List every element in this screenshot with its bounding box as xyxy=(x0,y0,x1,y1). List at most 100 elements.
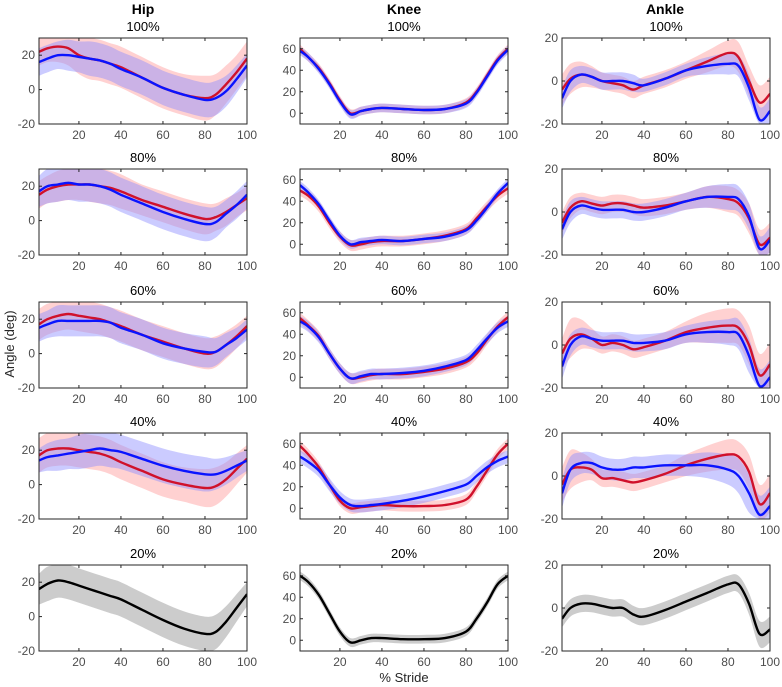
y-tick-label: 20 xyxy=(283,349,297,363)
panel-ankle-40: 40% 20 40 60 80 100 -20 0 20 xyxy=(541,414,781,537)
sd-band-blue xyxy=(300,450,508,513)
x-tick-label: 20 xyxy=(595,259,609,273)
y-tick-label: 0 xyxy=(289,370,296,384)
mean-line-black xyxy=(300,574,508,644)
y-tick-label: -20 xyxy=(18,644,36,658)
x-tick-label: 80 xyxy=(198,259,212,273)
mean-line-blue xyxy=(300,48,508,116)
x-tick-label: 80 xyxy=(721,259,735,273)
x-tick-label: 40 xyxy=(114,128,128,142)
x-tick-label: 100 xyxy=(760,259,780,273)
panel-ankle-60: 60% 20 40 60 80 100 -20 0 20 xyxy=(541,283,781,406)
mean-line-red xyxy=(39,183,247,221)
x-tick-label: 100 xyxy=(760,392,780,406)
plot-area xyxy=(300,571,508,648)
mean-line-black xyxy=(562,581,770,637)
x-tick-label: 80 xyxy=(198,128,212,142)
x-tick-label: 40 xyxy=(375,655,389,669)
x-tick-label: 20 xyxy=(333,523,347,537)
mean-line-red xyxy=(300,47,508,115)
panel-knee-40: 40% 20 40 60 80 100 0 20 40 60 xyxy=(283,414,519,537)
x-tick-label: 40 xyxy=(637,128,651,142)
panel-hip-60: 60% 20 40 60 80 100 -20 0 20 xyxy=(18,283,258,406)
x-tick-label: 40 xyxy=(375,259,389,273)
column-title-hip: Hip xyxy=(132,1,155,17)
sd-band-blue xyxy=(39,433,247,492)
row-title: 40% xyxy=(653,414,679,429)
row-title: 80% xyxy=(391,150,417,165)
x-tick-label: 20 xyxy=(72,523,86,537)
plot-area xyxy=(300,438,508,514)
x-tick-label: 100 xyxy=(498,259,518,273)
y-tick-label: 20 xyxy=(545,31,559,45)
mean-line-blue xyxy=(562,461,770,517)
panel-hip-100: 100% 20 40 60 80 100 -20 0 20 xyxy=(18,19,258,142)
x-tick-label: 40 xyxy=(637,392,651,406)
y-tick-label: 60 xyxy=(283,306,297,320)
x-tick-label: 100 xyxy=(498,523,518,537)
panel-hip-80: 80% 20 40 60 80 100 -20 0 20 xyxy=(18,150,258,273)
plot-area xyxy=(562,39,770,124)
x-tick-label: 100 xyxy=(237,259,257,273)
x-tick-label: 40 xyxy=(637,523,651,537)
x-tick-label: 80 xyxy=(459,523,473,537)
sd-band-red xyxy=(562,308,770,388)
panel-ankle-20: 20% 20 40 60 80 100 -20 0 20 xyxy=(541,546,781,669)
y-tick-label: 20 xyxy=(283,216,297,230)
y-tick-label: 0 xyxy=(28,347,35,361)
y-tick-label: 0 xyxy=(28,478,35,492)
x-tick-label: 60 xyxy=(679,523,693,537)
x-tick-label: 80 xyxy=(198,655,212,669)
y-tick-label: -20 xyxy=(541,644,559,658)
column-title-knee: Knee xyxy=(387,1,421,17)
sd-band-blue xyxy=(300,316,508,385)
y-tick-label: 20 xyxy=(283,85,297,99)
x-tick-label: 80 xyxy=(721,392,735,406)
y-tick-label: 0 xyxy=(551,601,558,615)
y-tick-label: 20 xyxy=(22,48,36,62)
row-title: 40% xyxy=(130,414,156,429)
sd-band-blue xyxy=(562,52,770,124)
x-tick-label: 40 xyxy=(375,392,389,406)
x-tick-label: 80 xyxy=(721,655,735,669)
x-tick-label: 20 xyxy=(595,655,609,669)
x-tick-label: 20 xyxy=(72,259,86,273)
column-title-ankle: Ankle xyxy=(646,1,684,17)
y-tick-label: 60 xyxy=(283,437,297,451)
panel-knee-80: 80% 20 40 60 80 100 0 20 40 60 xyxy=(283,150,519,273)
x-tick-label: 60 xyxy=(679,392,693,406)
x-tick-label: 60 xyxy=(156,655,170,669)
y-tick-label: 20 xyxy=(22,575,36,589)
sd-band-black xyxy=(39,565,247,651)
y-tick-label: 0 xyxy=(28,610,35,624)
x-tick-label: 40 xyxy=(637,259,651,273)
axes-box xyxy=(299,564,509,652)
y-tick-label: 20 xyxy=(22,443,36,457)
x-tick-label: 40 xyxy=(375,523,389,537)
x-tick-label: 20 xyxy=(595,523,609,537)
row-title: 100% xyxy=(387,19,421,34)
plot-area xyxy=(39,38,247,121)
x-tick-label: 80 xyxy=(459,655,473,669)
x-tick-label: 20 xyxy=(333,392,347,406)
x-tick-label: 20 xyxy=(72,392,86,406)
x-tick-label: 100 xyxy=(760,128,780,142)
mean-line-black xyxy=(39,579,247,636)
plot-area xyxy=(562,308,770,388)
y-tick-label: -20 xyxy=(18,248,36,262)
panel-knee-60: 60% 20 40 60 80 100 0 20 40 60 xyxy=(283,283,519,406)
x-tick-label: 20 xyxy=(595,128,609,142)
x-tick-label: 60 xyxy=(679,259,693,273)
axes-box xyxy=(38,168,248,256)
axes-box xyxy=(38,432,248,520)
plot-area xyxy=(39,433,247,508)
y-tick-label: 0 xyxy=(28,83,35,97)
mean-line-blue xyxy=(39,181,247,226)
mean-line-blue xyxy=(39,319,247,354)
x-tick-label: 100 xyxy=(498,392,518,406)
plot-area xyxy=(562,574,770,649)
x-tick-label: 20 xyxy=(333,259,347,273)
y-tick-label: 0 xyxy=(289,633,296,647)
panel-hip-40: 40% 20 40 60 80 100 -20 0 20 xyxy=(18,414,258,537)
